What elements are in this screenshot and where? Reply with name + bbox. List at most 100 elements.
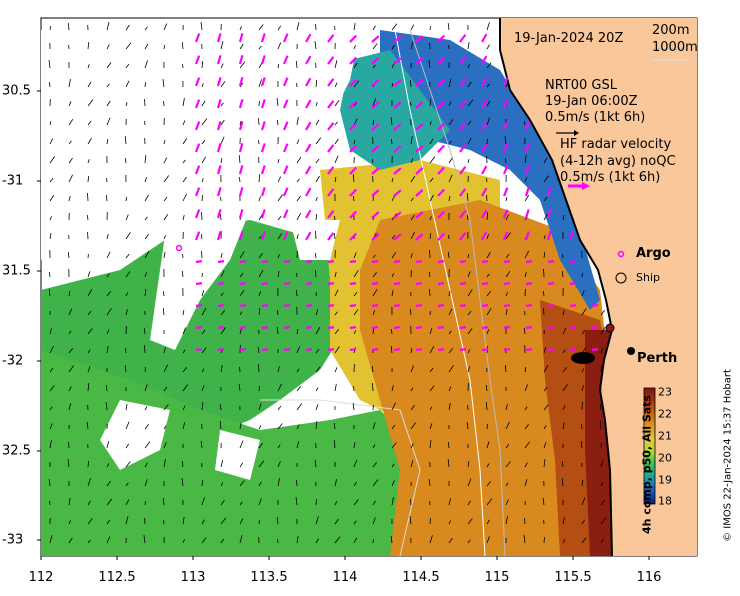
- x-tick-label: 112: [29, 570, 54, 585]
- gsl-arrow: [570, 349, 576, 350]
- perth-label: Perth: [637, 351, 677, 366]
- current-arrow: [201, 212, 202, 220]
- gsl-arrow: [416, 305, 422, 306]
- gsl-arrow: [416, 261, 422, 262]
- y-tick-label: 30.5: [2, 84, 40, 99]
- gsl-arrow: [284, 349, 290, 350]
- gsl-arrow: [240, 283, 246, 284]
- y-tick-label: 31.5: [2, 264, 40, 279]
- current-arrow: [373, 120, 374, 125]
- colorbar-title: 4h comp, p50, All Sats: [640, 380, 654, 550]
- current-arrow: [145, 367, 146, 372]
- gsl-arrow: [262, 261, 268, 262]
- x-tick-label: 112.5: [98, 570, 135, 585]
- y-tick-label: -33: [2, 533, 40, 548]
- gsl-arrow: [196, 283, 202, 284]
- gsl-arrow: [196, 349, 202, 350]
- hf-label-1: HF radar velocity: [560, 137, 671, 152]
- gsl-arrow: [526, 305, 532, 306]
- gsl-arrow: [570, 261, 576, 262]
- gsl-arrow: [306, 349, 312, 350]
- rottnest-island: [571, 352, 595, 364]
- gsl-arrow: [328, 261, 334, 262]
- current-arrow: [144, 345, 145, 353]
- y-ticks: [37, 91, 41, 540]
- y-tick-label: -32: [2, 354, 40, 369]
- depth-1000m-label: 1000m: [652, 40, 698, 55]
- current-arrow: [258, 364, 259, 372]
- colorbar-tick: 22: [658, 408, 672, 421]
- gsl-arrow: [592, 327, 598, 328]
- gsl-arrow: [548, 283, 554, 284]
- gsl-arrow: [548, 327, 554, 328]
- x-tick-label: 115.5: [554, 570, 591, 585]
- hf-label-3: 0.5m/s (1kt 6h): [560, 170, 660, 185]
- x-tick-label: 114.5: [402, 570, 439, 585]
- gsl-arrow: [438, 327, 444, 328]
- gsl-arrow: [394, 305, 400, 306]
- current-arrow: [87, 193, 88, 201]
- current-arrow: [410, 499, 411, 505]
- gsl-arrow: [328, 327, 334, 328]
- gsl-label-3: 0.5m/s (1kt 6h): [545, 110, 645, 125]
- current-arrow: [429, 289, 430, 296]
- gsl-arrow: [284, 261, 290, 262]
- gsl-arrow: [460, 305, 466, 306]
- gsl-arrow: [328, 305, 334, 306]
- gsl-arrow: [394, 327, 400, 328]
- gsl-arrow: [394, 349, 400, 350]
- gsl-label-2: 19-Jan 06:00Z: [545, 94, 638, 109]
- current-arrow: [430, 518, 431, 524]
- gsl-arrow: [548, 305, 554, 306]
- y-tick-label: -31: [2, 174, 40, 189]
- colorbar-tick: 19: [658, 474, 672, 487]
- gsl-arrow: [196, 327, 202, 328]
- gsl-arrow: [416, 283, 422, 284]
- gsl-arrow: [240, 327, 246, 328]
- gsl-arrow: [196, 305, 202, 306]
- gsl-arrow: [262, 349, 268, 350]
- colorbar-tick: 23: [658, 386, 672, 399]
- gsl-arrow: [262, 283, 268, 284]
- colorbar-tick: 18: [658, 495, 672, 508]
- gsl-arrow: [460, 349, 466, 350]
- gsl-arrow: [262, 305, 268, 306]
- gsl-arrow: [570, 305, 576, 306]
- gsl-arrow: [460, 261, 466, 262]
- current-arrow: [316, 499, 317, 505]
- gsl-arrow: [350, 305, 356, 306]
- x-tick-label: 116: [637, 570, 662, 585]
- y-tick-label: 32.5: [2, 444, 40, 459]
- argo-label: Argo: [636, 246, 671, 261]
- current-arrow: [296, 480, 297, 486]
- current-arrow: [145, 82, 146, 87]
- gsl-arrow: [350, 261, 356, 262]
- gsl-arrow: [328, 349, 334, 350]
- ship-marker-2: [627, 347, 635, 355]
- gsl-arrow: [306, 305, 312, 306]
- current-arrow: [259, 101, 260, 106]
- gsl-arrow: [438, 349, 444, 350]
- gsl-arrow: [526, 349, 532, 350]
- x-tick-label: 113: [181, 570, 206, 585]
- gsl-arrow: [350, 327, 356, 328]
- x-tick-label: 114: [333, 570, 358, 585]
- gsl-arrow: [438, 261, 444, 262]
- gsl-arrow: [548, 349, 554, 350]
- gsl-arrow: [504, 283, 510, 284]
- gsl-arrow: [482, 261, 488, 262]
- gsl-arrow: [438, 283, 444, 284]
- gsl-arrow: [306, 261, 312, 262]
- current-arrow: [258, 140, 259, 144]
- current-arrow: [277, 120, 278, 125]
- x-tick-label: 115: [485, 570, 510, 585]
- date-label: 19-Jan-2024 20Z: [514, 31, 623, 46]
- gsl-arrow: [526, 283, 532, 284]
- gsl-arrow: [482, 283, 488, 284]
- gsl-arrow: [482, 327, 488, 328]
- gsl-arrow: [460, 327, 466, 328]
- gsl-arrow: [438, 305, 444, 306]
- current-arrow: [543, 308, 544, 315]
- gsl-arrow: [482, 349, 488, 350]
